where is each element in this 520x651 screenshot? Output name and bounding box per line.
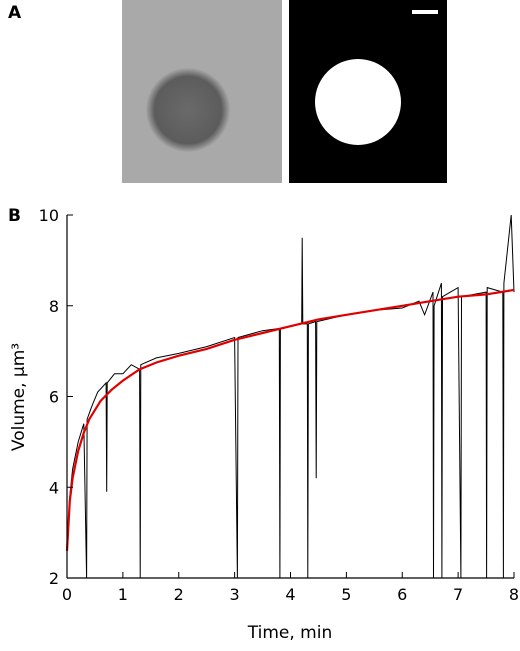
- x-axis-label: Time, min: [247, 623, 332, 643]
- x-tick-label: 1: [118, 585, 128, 604]
- cell-mask: [315, 59, 401, 145]
- y-axis-label: Volume, μm³: [9, 343, 29, 451]
- scale-bar: [412, 10, 438, 14]
- panel-label: A: [8, 3, 22, 23]
- y-tick-label: 8: [49, 297, 59, 316]
- panel-label: B: [8, 206, 21, 226]
- x-tick-label: 7: [453, 585, 463, 604]
- x-tick-label: 3: [230, 585, 240, 604]
- y-tick-label: 2: [49, 569, 59, 588]
- x-tick-label: 0: [62, 585, 72, 604]
- cell: [146, 68, 230, 152]
- data-line: [66, 214, 515, 579]
- data-line: [65, 288, 515, 551]
- y-tick-label: 10: [39, 206, 59, 225]
- x-tick-label: 2: [174, 585, 184, 604]
- x-tick-label: 6: [397, 585, 407, 604]
- y-tick-label: 4: [49, 478, 59, 497]
- x-tick-label: 5: [341, 585, 351, 604]
- x-tick-label: 8: [509, 585, 519, 604]
- y-tick-label: 6: [49, 388, 59, 407]
- x-tick-label: 4: [285, 585, 295, 604]
